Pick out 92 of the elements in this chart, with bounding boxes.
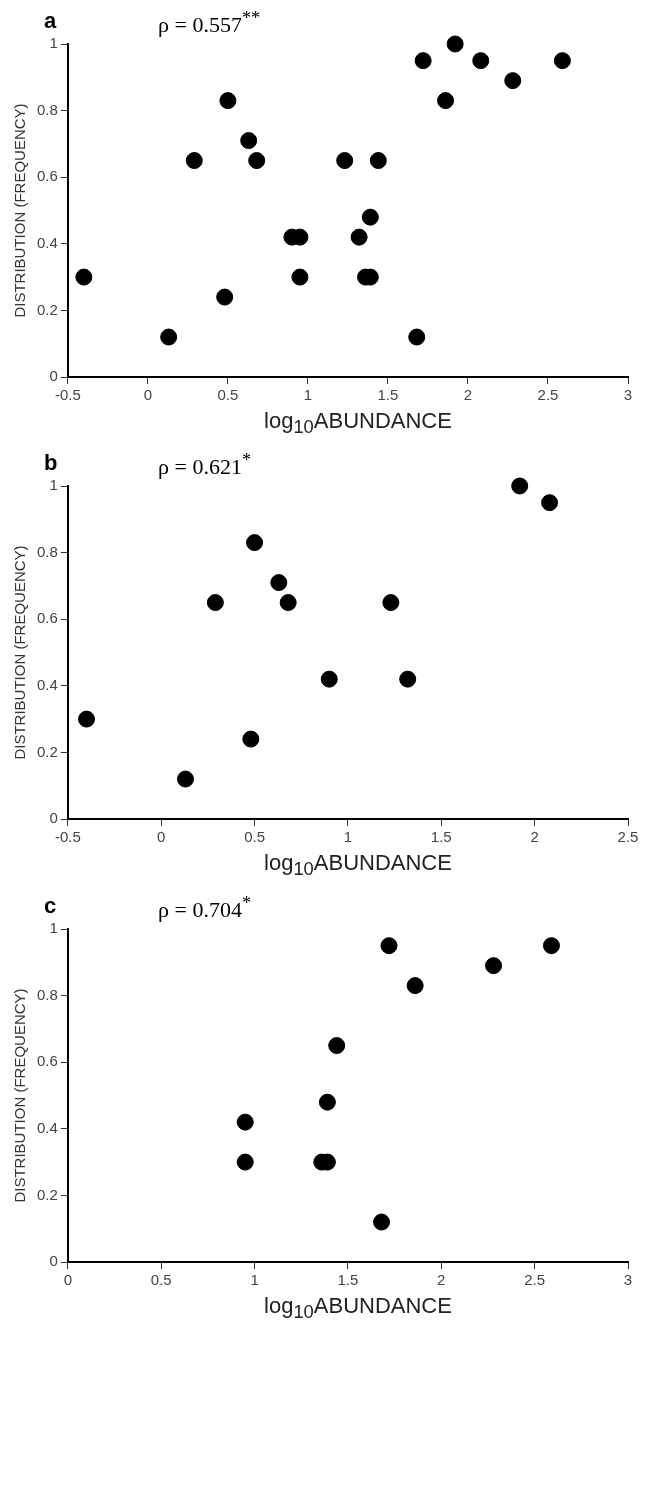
y-tick-label: 0.2 (36, 300, 58, 318)
x-tick-label: 1 (343, 828, 353, 846)
point (406, 976, 424, 994)
point (248, 152, 266, 170)
y-tick-label: 0.4 (36, 1118, 58, 1136)
point (75, 268, 93, 286)
point (240, 132, 258, 150)
x-tick-label: 1.5 (430, 828, 452, 846)
y-tick-label: 0.2 (36, 1185, 58, 1203)
y-tick-label: 0 (49, 1251, 58, 1269)
point (291, 268, 309, 286)
point (382, 594, 400, 612)
point (541, 494, 559, 512)
point (511, 477, 529, 495)
x-tick-label: 0 (63, 1270, 73, 1288)
point (236, 1153, 254, 1171)
point (472, 52, 490, 70)
y-tick-label: 0.2 (36, 742, 58, 760)
x-tick-label: 2.5 (617, 828, 639, 846)
text: c (44, 892, 57, 919)
point (279, 594, 297, 612)
point (216, 288, 234, 306)
x-tick-label: 0 (157, 828, 166, 846)
point (369, 152, 387, 170)
x-axis-title: log$_{10}$ABUNDANCE (263, 850, 453, 881)
point (242, 730, 260, 748)
x-tick-label: 2 (530, 828, 539, 846)
point (446, 35, 464, 53)
point (320, 671, 338, 689)
x-tick-label: 1 (250, 1270, 259, 1288)
point (160, 328, 178, 346)
y-tick-label: 0.6 (36, 167, 58, 185)
point (336, 152, 354, 170)
point (504, 72, 522, 90)
y-tick-label: 1 (49, 476, 58, 494)
text: ρ = 0.621$^{*}$ (158, 450, 252, 481)
y-tick-label: 1 (49, 918, 58, 936)
point (399, 671, 417, 689)
point (246, 534, 264, 552)
y-tick-label: 0.6 (36, 609, 58, 627)
y-tick-label: 0.4 (36, 676, 58, 694)
x-tick-label: 1.5 (377, 386, 399, 404)
y-axis-title: DISTRIBUTION (FREQUENCY) (11, 545, 29, 760)
point (373, 1213, 391, 1231)
x-tick-label: 0.5 (150, 1270, 172, 1288)
x-tick-label: -0.5 (54, 386, 81, 404)
x-tick-label: 2.5 (537, 386, 559, 404)
point (219, 92, 237, 110)
y-tick-label: 0.4 (36, 233, 58, 251)
x-axis-title: log$_{10}$ABUNDANCE (263, 408, 453, 439)
point (206, 594, 224, 612)
point (408, 328, 426, 346)
x-tick-label: 1.5 (337, 1270, 359, 1288)
x-tick-label: 0.5 (217, 386, 239, 404)
x-tick-label: 2.5 (524, 1270, 546, 1288)
x-axis-title: log$_{10}$ABUNDANCE (263, 1292, 453, 1324)
x-tick-label: 1 (303, 386, 313, 404)
point (437, 92, 455, 110)
point (236, 1113, 254, 1131)
point (318, 1093, 336, 1111)
x-tick-label: 0.5 (244, 828, 265, 846)
y-tick-label: 0.6 (36, 1052, 58, 1070)
y-tick-label: 1 (49, 34, 58, 52)
y-tick-label: 0 (49, 367, 58, 385)
point (553, 52, 571, 70)
point (350, 228, 368, 246)
x-tick-label: -0.5 (54, 828, 81, 846)
y-tick-label: 0.8 (36, 985, 58, 1003)
text: b (44, 450, 58, 477)
y-axis-title: DISTRIBUTION (FREQUENCY) (11, 988, 29, 1203)
point (328, 1036, 346, 1054)
x-tick-label: 3 (623, 386, 633, 404)
point (78, 710, 96, 728)
text: a (44, 8, 57, 34)
x-tick-label: 3 (623, 1270, 633, 1288)
text: ρ = 0.557$^{**}$ (158, 8, 261, 39)
point (542, 936, 560, 954)
x-tick-label: 2 (437, 1270, 446, 1288)
point (185, 152, 203, 170)
y-tick-label: 0.8 (36, 100, 58, 118)
y-tick-label: 0.8 (36, 543, 58, 561)
text: ρ = 0.704$^{*}$ (158, 892, 252, 924)
y-axis-title: DISTRIBUTION (FREQUENCY) (11, 103, 29, 318)
y-tick-label: 0 (49, 809, 58, 827)
point (380, 936, 398, 954)
point (270, 574, 288, 592)
point (361, 208, 379, 226)
point (176, 770, 194, 788)
point (485, 956, 503, 974)
x-tick-label: 2 (463, 386, 473, 404)
x-tick-label: 0 (143, 386, 153, 404)
point (414, 52, 432, 70)
